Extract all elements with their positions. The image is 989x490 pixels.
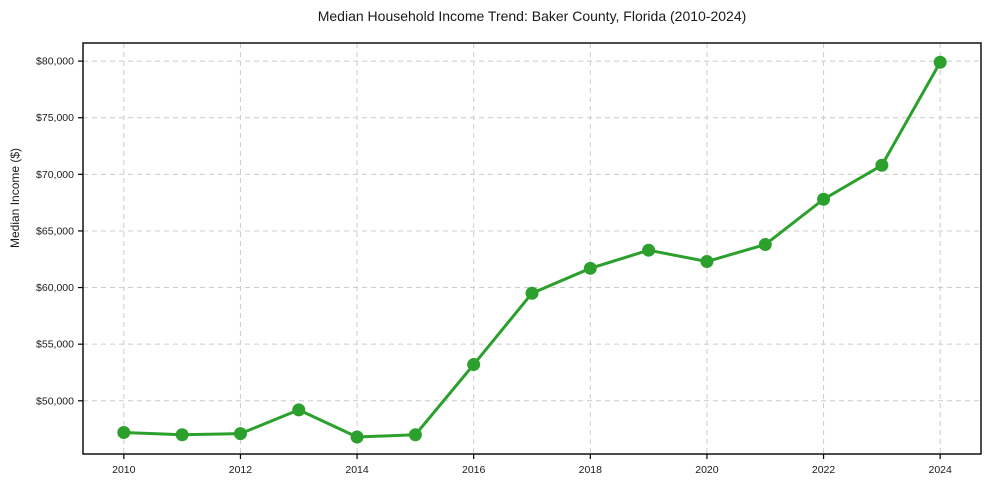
data-point [467,358,481,372]
y-tick-label: $55,000 [36,339,74,351]
line-series [122,60,942,439]
data-point [642,243,656,257]
x-tick-label: 2024 [929,464,953,476]
x-tick-label: 2014 [345,464,369,476]
x-tick-label: 2018 [579,464,603,476]
y-tick-label: $75,000 [36,112,74,124]
data-point [583,261,597,275]
data-point [758,238,772,252]
y-tick-label: $70,000 [36,169,74,181]
data-point [875,158,889,172]
data-point [175,428,189,442]
x-tick-label: 2016 [462,464,486,476]
x-tick-label: 2020 [695,464,719,476]
data-point [817,192,831,206]
data-point [292,403,306,417]
y-tick-label: $50,000 [36,395,74,407]
x-tick-label: 2012 [229,464,253,476]
data-point [933,55,947,69]
x-tick-label: 2010 [112,464,136,476]
data-point [525,286,539,300]
y-tick-label: $65,000 [36,225,74,237]
data-point [700,255,714,269]
y-tick-label: $80,000 [36,56,74,68]
data-point [117,425,131,439]
data-point [408,428,422,442]
data-point [233,427,247,441]
plot-border [82,42,982,455]
chart-title: Median Household Income Trend: Baker Cou… [317,8,747,24]
y-tick-label: $60,000 [36,282,74,294]
data-point [350,430,364,444]
x-tick-label: 2022 [812,464,836,476]
